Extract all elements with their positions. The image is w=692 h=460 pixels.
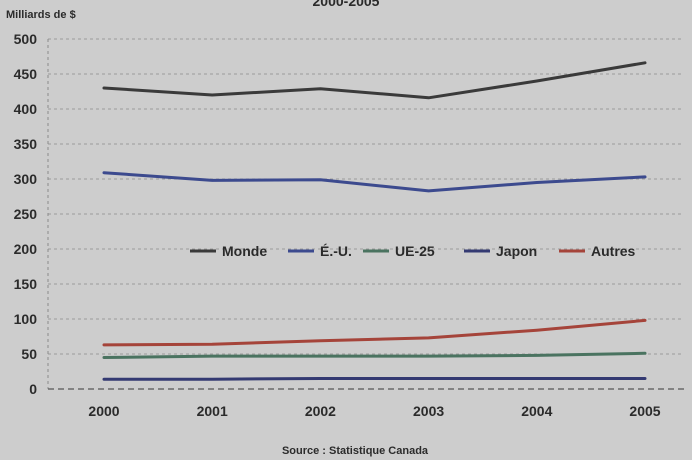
- y-tick-label-400: 400: [14, 101, 38, 117]
- x-tick-label-2002: 2002: [305, 403, 336, 419]
- legend: Monde É.-U. UE-25 Japon Autres: [190, 243, 636, 259]
- legend-label-0: Monde: [222, 243, 267, 259]
- y-tick-label-150: 150: [14, 276, 38, 292]
- series-1-line: [104, 173, 645, 191]
- series-0-line: [104, 63, 645, 98]
- legend-label-3: Japon: [496, 243, 537, 259]
- x-axis-ticks: 2000 2001 2002 2003 2004 2005: [88, 403, 660, 419]
- series-3-line: [104, 379, 645, 380]
- series-lines: [104, 63, 645, 380]
- y-axis-label: Milliards de $: [6, 9, 76, 21]
- y-tick-label-500: 500: [14, 31, 38, 47]
- x-tick-label-2000: 2000: [88, 403, 119, 419]
- y-tick-label-350: 350: [14, 136, 38, 152]
- chart-title: 2000-2005: [313, 0, 380, 9]
- source-note: Source : Statistique Canada: [282, 445, 429, 457]
- x-tick-label-2003: 2003: [413, 403, 444, 419]
- y-tick-label-250: 250: [14, 206, 38, 222]
- y-tick-label-0: 0: [29, 381, 37, 397]
- y-tick-label-200: 200: [14, 241, 38, 257]
- y-tick-label-450: 450: [14, 66, 38, 82]
- series-4-line: [104, 320, 645, 345]
- legend-label-1: É.-U.: [320, 243, 352, 259]
- y-axis-ticks: 0 50 100 150 200 250 300 350 400 450 500: [14, 31, 38, 397]
- y-tick-label-50: 50: [21, 346, 37, 362]
- legend-label-4: Autres: [591, 243, 636, 259]
- x-tick-label-2001: 2001: [197, 403, 228, 419]
- y-tick-label-100: 100: [14, 311, 38, 327]
- x-tick-label-2004: 2004: [521, 403, 552, 419]
- legend-label-2: UE-25: [395, 243, 435, 259]
- y-tick-label-300: 300: [14, 171, 38, 187]
- x-tick-label-2005: 2005: [629, 403, 660, 419]
